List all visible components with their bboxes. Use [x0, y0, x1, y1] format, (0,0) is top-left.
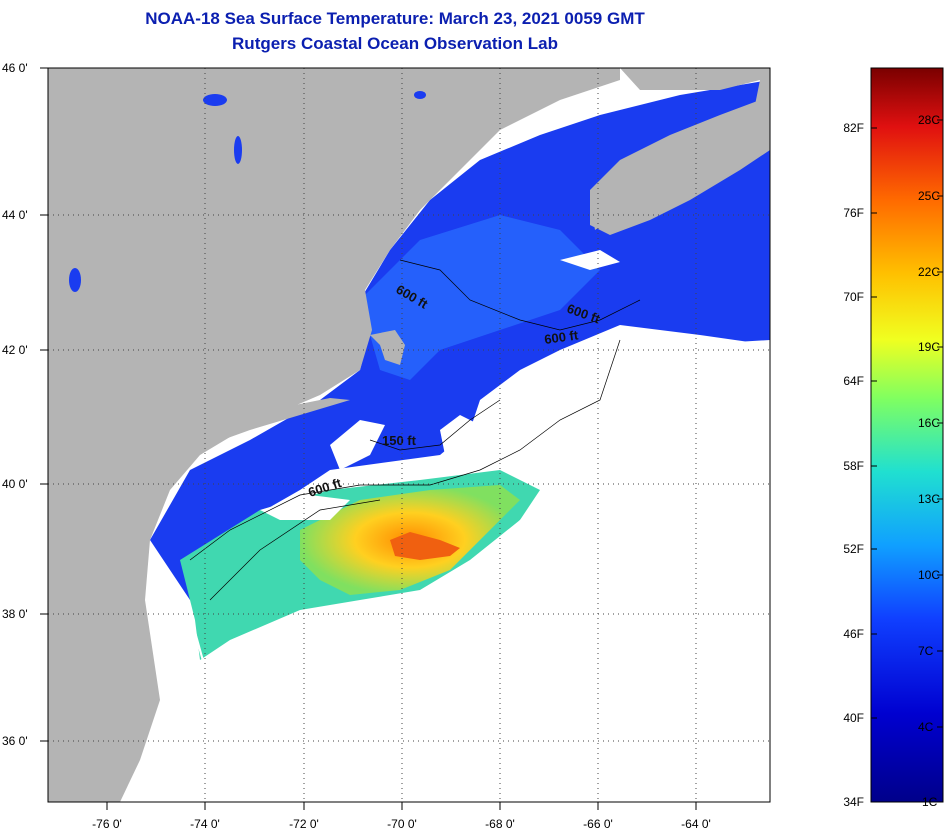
cloud-region-west	[140, 545, 230, 802]
map-grid	[48, 68, 770, 802]
cloud-patch	[560, 250, 620, 270]
colorbar-f-label: 34F	[843, 795, 864, 809]
map-frame	[47, 67, 771, 803]
contour-line-shelf	[209, 499, 381, 601]
colorbar-f-label: 64F	[843, 374, 864, 388]
lon-label: -70 0'	[387, 817, 417, 831]
cloud-patch	[260, 495, 350, 520]
lat-label: 36 0'	[2, 734, 28, 748]
lon-label: -72 0'	[289, 817, 319, 831]
cloud-patch	[440, 415, 480, 455]
colorbar-c-label: 13C	[918, 492, 940, 506]
lon-label: -68 0'	[485, 817, 515, 831]
colorbar-f-label: 82F	[843, 121, 864, 135]
sst-mid-water	[360, 215, 600, 380]
colorbar-c-label: 4C	[918, 720, 934, 734]
lon-label: -76 0'	[92, 817, 122, 831]
colorbar-c-label: 28C	[918, 113, 940, 127]
lake	[414, 91, 426, 99]
contour-label: 150 ft	[382, 433, 417, 448]
colorbar-c-label: 1C	[922, 795, 938, 809]
cloud-patch	[330, 420, 385, 470]
colorbar-c-label: 22C	[918, 265, 940, 279]
lat-label: 38 0'	[2, 607, 28, 621]
contour-line-600ft-south	[189, 339, 621, 561]
lon-label: -74 0'	[190, 817, 220, 831]
map-subtitle: Rutgers Coastal Ocean Observation Lab	[232, 34, 558, 53]
colorbar-f-label: 40F	[843, 711, 864, 725]
colorbar-f-label: 46F	[843, 627, 864, 641]
lat-label: 40 0'	[2, 477, 28, 491]
cloud-region	[220, 340, 770, 802]
colorbar-c-label: 19C	[918, 340, 940, 354]
temperature-colorbar	[870, 67, 944, 803]
colorbar-c-label: 10C	[918, 568, 940, 582]
colorbar-f-label: 70F	[843, 290, 864, 304]
colorbar-c-label: 25C	[918, 189, 940, 203]
lake	[234, 136, 242, 164]
land-nova-scotia-peninsula	[590, 95, 770, 235]
land-long-island	[190, 398, 350, 448]
map-ticks	[40, 67, 697, 810]
lat-label: 46 0'	[2, 61, 28, 75]
colorbar-f-label: 58F	[843, 459, 864, 473]
lake	[203, 94, 227, 106]
bathymetry-contours	[189, 259, 641, 601]
lat-label: 44 0'	[2, 208, 28, 222]
contour-line-600ft-north	[399, 259, 641, 331]
lake	[69, 268, 81, 292]
land-cape-cod	[370, 330, 405, 365]
colorbar-f-label: 76F	[843, 206, 864, 220]
contour-label: 600 ft	[543, 327, 579, 347]
land-mainland	[48, 68, 620, 802]
map-title: NOAA-18 Sea Surface Temperature: March 2…	[145, 9, 645, 28]
colorbar-c-label: 7C	[918, 644, 934, 658]
lat-label: 42 0'	[2, 343, 28, 357]
contour-line-150ft	[369, 399, 501, 451]
colorbar-f-label: 52F	[843, 542, 864, 556]
colorbar-c-label: 16C	[918, 416, 940, 430]
lon-label: -64 0'	[681, 817, 711, 831]
colorbar-ticks	[871, 119, 943, 728]
sst-hotspot	[390, 532, 460, 560]
lon-label: -66 0'	[583, 817, 613, 831]
